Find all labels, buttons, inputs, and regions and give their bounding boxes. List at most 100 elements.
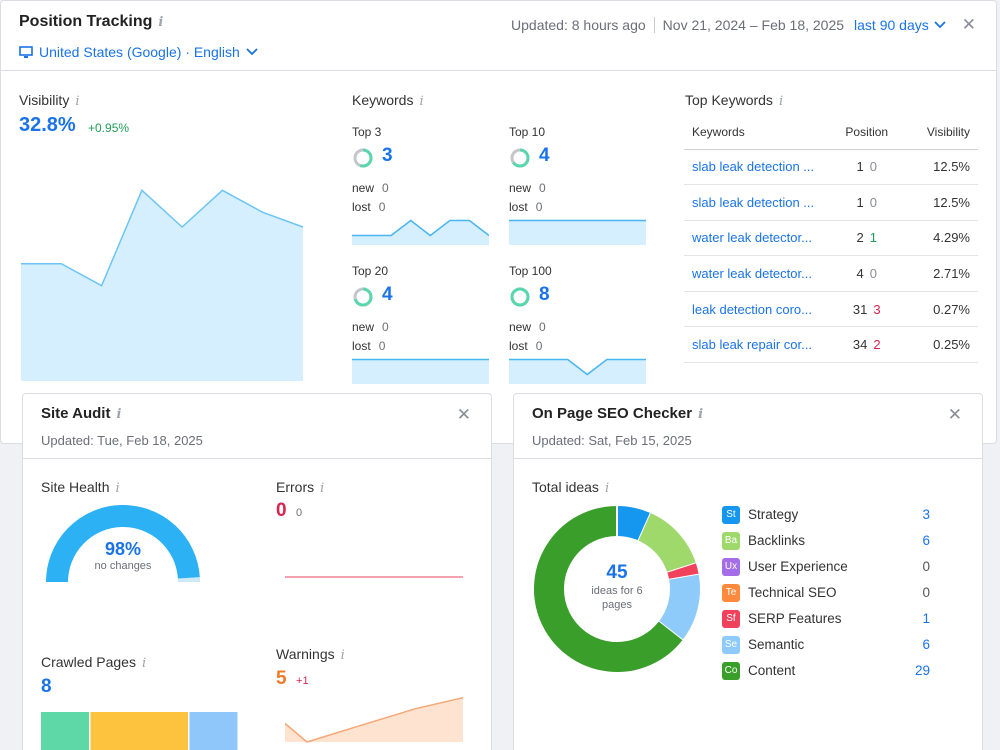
position-value: 4	[856, 266, 864, 282]
total-ideas-title-text: Total ideas	[532, 479, 599, 495]
info-icon[interactable]: i	[778, 94, 784, 109]
legend-item-backlinks[interactable]: Ba Backlinks 6	[722, 530, 930, 556]
location-selector[interactable]: United States (Google) · English	[19, 44, 258, 60]
lost-label: lost	[509, 339, 528, 353]
errors-value[interactable]: 0	[276, 500, 287, 521]
ideas-legend: St Strategy 3 Ba Backlinks 6 Ux User Experience…	[722, 504, 930, 686]
info-icon[interactable]: i	[419, 94, 424, 109]
keyword-group-value[interactable]: 8	[539, 284, 550, 305]
category-label: Technical SEO	[748, 585, 837, 600]
keyword-group-top-3[interactable]: Top 3 3 new 0 lost 0	[352, 125, 492, 250]
category-badge-icon: Ux	[722, 558, 740, 576]
category-count[interactable]: 3	[922, 507, 930, 522]
keyword-group-value[interactable]: 4	[539, 145, 550, 166]
lost-value: 0	[535, 200, 543, 214]
category-count[interactable]: 29	[914, 663, 930, 678]
keyword-group-top-100[interactable]: Top 100 8 new 0 lost 0	[509, 264, 649, 389]
position-tracking-title: Position Tracking i	[19, 13, 163, 31]
keyword-group-lost: lost 0	[352, 200, 385, 214]
donut-separator	[637, 512, 652, 541]
table-row[interactable]: slab leak repair cor... 34 2 0.25%	[684, 326, 978, 364]
legend-item-strategy[interactable]: St Strategy 3	[722, 504, 930, 530]
column-header-visibility[interactable]: Visibility	[899, 115, 978, 150]
keyword-link[interactable]: water leak detector...	[684, 220, 834, 257]
keyword-link[interactable]: slab leak detection ...	[684, 184, 834, 221]
info-icon[interactable]: i	[158, 15, 164, 30]
table-row[interactable]: leak detection coro... 31 3 0.27%	[684, 291, 978, 328]
lost-label: lost	[509, 200, 528, 214]
keyword-group-label: Top 10	[509, 125, 546, 139]
position-tracking-card: Position Tracking i United States (Google…	[0, 0, 997, 444]
sparkline-area	[509, 220, 646, 245]
category-label: Backlinks	[748, 533, 806, 548]
position-change: 1	[869, 230, 877, 246]
gauge-fill	[46, 505, 200, 583]
crawled-pages-value[interactable]: 8	[41, 676, 52, 697]
keyword-group-top-20[interactable]: Top 20 4 new 0 lost 0	[352, 264, 492, 389]
crawled-segment-2[interactable]	[189, 712, 238, 750]
legend-item-technical-seo[interactable]: Te Technical SEO 0	[722, 582, 930, 608]
legend-item-serp-features[interactable]: Sf SERP Features 1	[722, 608, 930, 634]
keyword-link[interactable]: leak detection coro...	[684, 291, 834, 328]
donut-slice-semantic[interactable]	[658, 574, 700, 641]
crawled-segment-1[interactable]	[90, 712, 189, 750]
keyword-group-value[interactable]: 3	[382, 145, 393, 166]
info-icon[interactable]: i	[698, 407, 704, 422]
lost-label: lost	[352, 339, 371, 353]
legend-item-semantic[interactable]: Se Semantic 6	[722, 634, 930, 660]
legend-item-user-experience[interactable]: Ux User Experience 0	[722, 556, 930, 582]
close-icon[interactable]: ✕	[961, 15, 976, 35]
warnings-readout: 5 +1	[276, 668, 309, 690]
close-icon[interactable]: ✕	[456, 405, 471, 425]
keyword-group-value[interactable]: 4	[382, 284, 393, 305]
donut-slice-content[interactable]	[534, 506, 683, 672]
keyword-link[interactable]: slab leak repair cor...	[684, 326, 834, 364]
category-label: Semantic	[748, 637, 805, 652]
crawled-segment-0[interactable]	[41, 712, 89, 750]
category-count: 0	[922, 585, 930, 600]
keyword-group-label: Top 3	[352, 125, 382, 139]
category-count[interactable]: 1	[922, 611, 930, 626]
info-icon[interactable]: i	[115, 481, 120, 496]
category-count[interactable]: 6	[922, 637, 930, 652]
info-icon[interactable]: i	[141, 656, 147, 671]
warnings-line	[285, 696, 464, 743]
period-dropdown[interactable]: last 90 days	[854, 17, 946, 33]
visibility-cell: 2.71%	[899, 255, 978, 292]
donut-slice-backlinks[interactable]	[637, 513, 696, 574]
info-icon[interactable]: i	[604, 481, 610, 496]
info-icon[interactable]: i	[116, 407, 122, 422]
site-health-readout: 98% no changes	[43, 539, 203, 572]
site-audit-title: Site Audit i	[41, 405, 121, 422]
legend-item-content[interactable]: Co Content 29	[722, 660, 930, 686]
site-health-gauge[interactable]	[43, 502, 203, 592]
info-icon[interactable]: i	[340, 648, 345, 663]
new-label: new	[509, 181, 532, 195]
ring-fill	[353, 287, 373, 307]
table-row[interactable]: water leak detector... 4 0 2.71%	[684, 255, 978, 292]
table-row[interactable]: slab leak detection ... 1 0 12.5%	[684, 184, 978, 221]
donut-slice-strategy[interactable]	[616, 506, 651, 541]
info-icon[interactable]: i	[75, 94, 80, 109]
close-icon[interactable]: ✕	[947, 405, 962, 425]
table-row[interactable]: water leak detector... 2 1 4.29%	[684, 220, 978, 257]
keyword-group-new: new 0	[352, 320, 389, 334]
new-value: 0	[539, 181, 546, 195]
category-badge-icon: St	[722, 506, 740, 524]
info-icon[interactable]: i	[320, 481, 325, 496]
keyword-link[interactable]: water leak detector...	[684, 255, 834, 292]
column-header-position[interactable]: Position	[834, 115, 900, 150]
position-value: 1	[856, 194, 864, 210]
lost-value: 0	[378, 200, 386, 214]
warnings-value[interactable]: 5	[276, 668, 287, 689]
new-value: 0	[539, 320, 546, 334]
table-row[interactable]: slab leak detection ... 1 0 12.5%	[684, 149, 978, 186]
keyword-group-top-10[interactable]: Top 10 4 new 0 lost 0	[509, 125, 649, 250]
on-page-seo-updated: Updated: Sat, Feb 15, 2025	[532, 433, 692, 448]
ring-fill	[353, 148, 373, 168]
column-header-keywords[interactable]: Keywords	[684, 115, 834, 150]
position-cell: 34 2	[834, 326, 900, 364]
keyword-link[interactable]: slab leak detection ...	[684, 149, 834, 186]
category-count[interactable]: 6	[922, 533, 930, 548]
